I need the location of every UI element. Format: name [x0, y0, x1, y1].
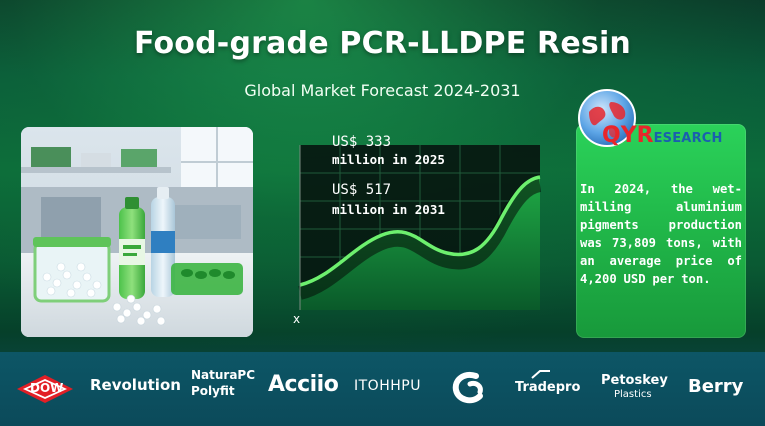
chart-x-marker: x	[293, 312, 301, 326]
chart-series-line	[299, 175, 541, 287]
page-subtitle: Global Market Forecast 2024-2031	[244, 81, 521, 100]
logo-itohhpu: ITOHHPU	[354, 378, 421, 394]
globe-icon	[578, 89, 636, 147]
label-2025-period: million in 2025	[332, 152, 445, 167]
logo-revolution: Revolution	[90, 376, 181, 394]
tradepro-mark-icon	[531, 370, 550, 379]
logo-naturapc: NaturaPC	[191, 368, 256, 382]
product-photo	[21, 127, 253, 337]
logo-c-mark-icon	[452, 372, 483, 404]
qyr-info-card	[576, 124, 746, 338]
logo-berry: Berry	[688, 376, 744, 397]
logo-tradepro: Tradepro	[515, 380, 581, 395]
qyr-logo: QYRESEARCH	[580, 123, 723, 149]
label-2031-period: million in 2031	[332, 202, 445, 217]
logo-plastics: Plastics	[614, 389, 652, 400]
logo-petoskey: Petoskey	[601, 373, 668, 388]
page-title: Food-grade PCR-LLDPE Resin	[134, 26, 631, 61]
logo-dow-text: DOW	[30, 381, 64, 395]
forecast-chart: US$ 333 million in 2025 US$ 517 million …	[272, 127, 567, 337]
label-2025-value: US$ 333	[332, 134, 392, 150]
bottle-icon	[119, 197, 145, 299]
qyr-logo-q: QYR	[602, 123, 654, 148]
qyr-logo-rest: ESEARCH	[653, 131, 723, 146]
forecast-chart-svg	[297, 145, 542, 310]
partner-logos-strip: DOW Revolution NaturaPC Polyfit Acciio I…	[0, 352, 765, 426]
label-2031-value: US$ 517	[332, 182, 392, 198]
logo-accio: Acciio	[268, 372, 339, 397]
pellets-icon	[112, 294, 166, 326]
lab-illustration	[21, 127, 253, 337]
qyr-note: In 2024, the wet-milling aluminium pigme…	[580, 182, 742, 286]
logo-polyfit: Polyfit	[191, 384, 235, 398]
logo-dow: DOW	[16, 374, 74, 404]
dow-diamond-icon	[17, 375, 73, 403]
